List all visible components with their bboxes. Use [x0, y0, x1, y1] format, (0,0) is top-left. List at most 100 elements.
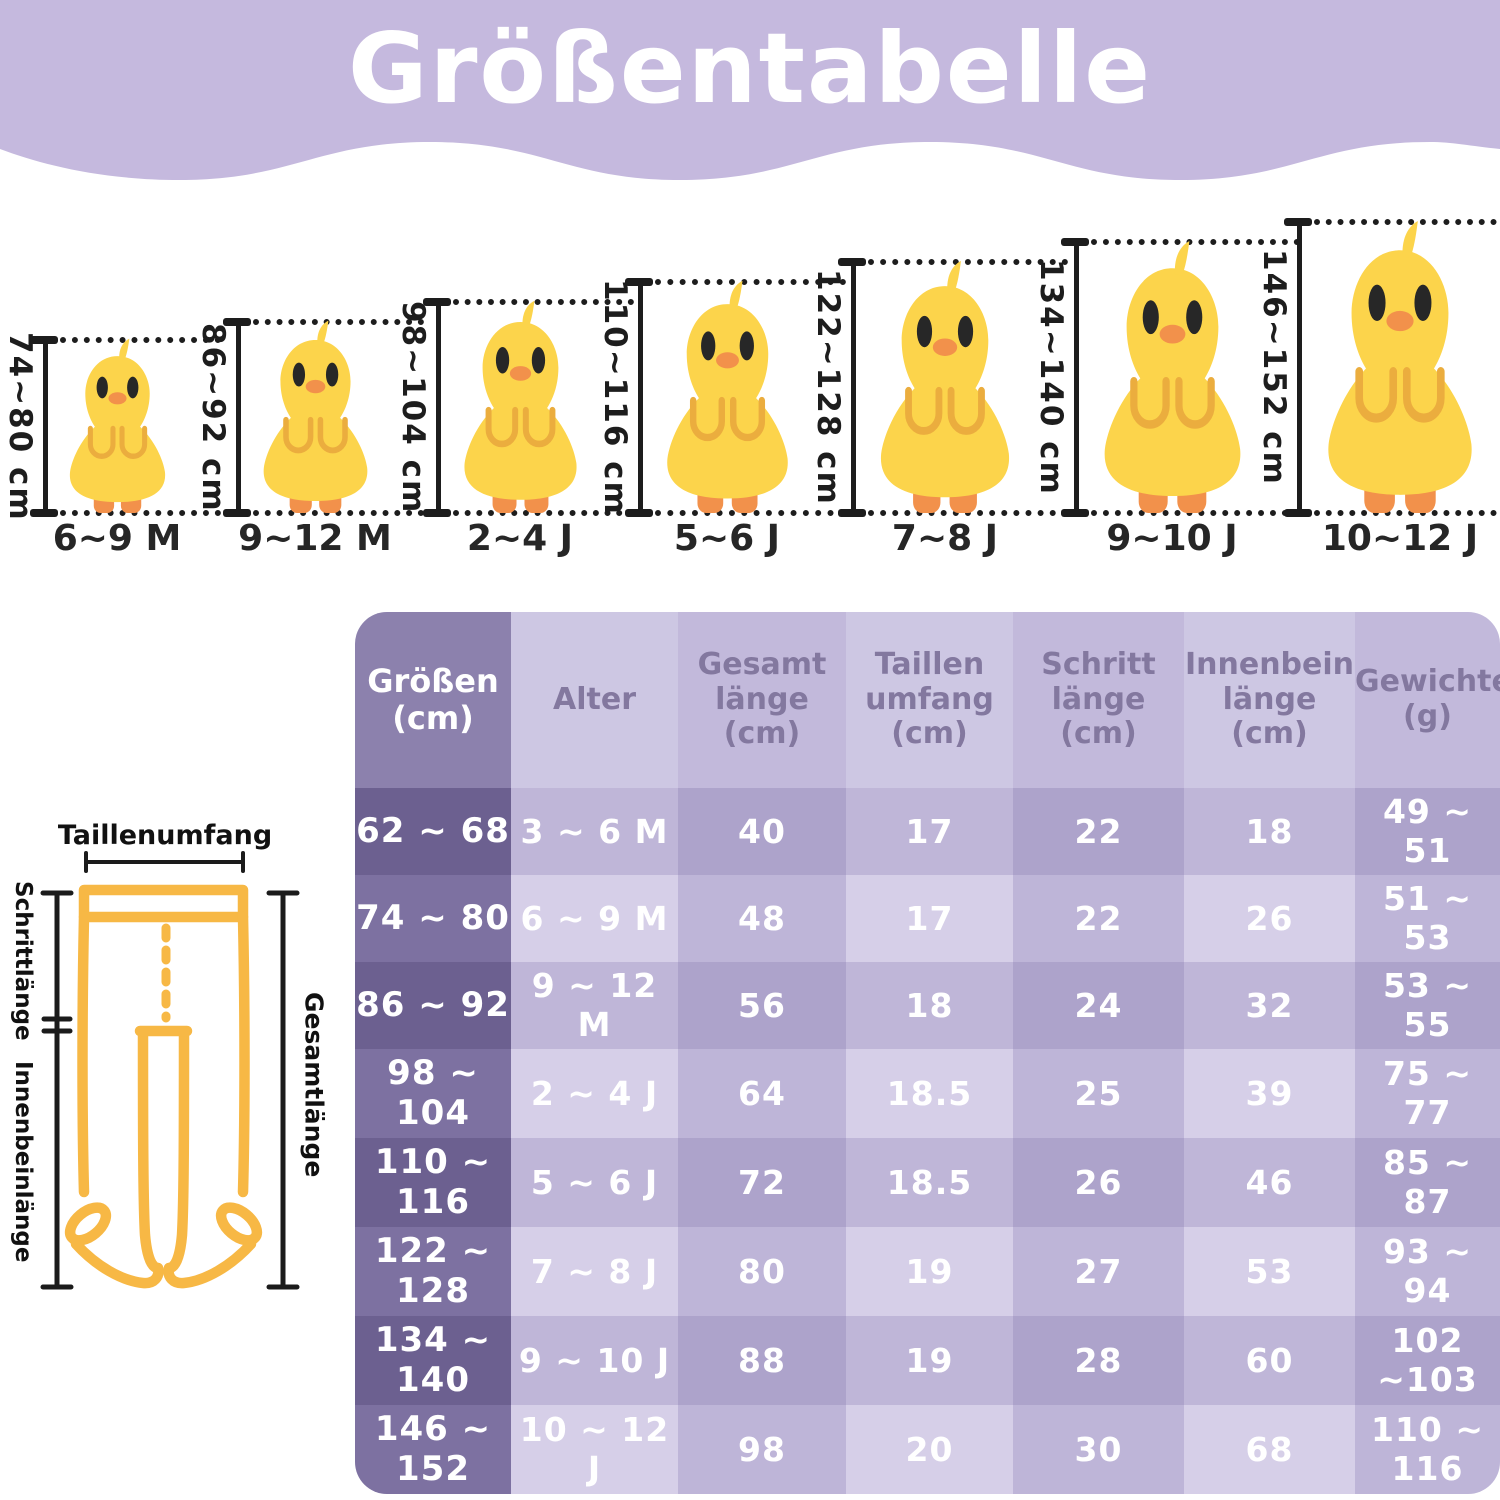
chick-left-wing — [1130, 376, 1170, 429]
table-header-line: Schritt — [1041, 646, 1156, 682]
height-range-label: 98~104 cm — [395, 300, 431, 515]
chick-left-eye — [1368, 284, 1386, 322]
table-cell: 24 — [1013, 961, 1184, 1049]
table-cell: 134 ~ 140 — [355, 1315, 511, 1405]
chick-beak — [1159, 324, 1186, 344]
chick-left-wing — [87, 425, 116, 459]
ruler-top-dotted-line — [868, 259, 1068, 265]
table-row: 98 ~ 104 2 ~ 4 J 64 18.5 25 39 75 ~ 77 — [355, 1048, 1500, 1138]
ruler-top-dotted-line — [1314, 219, 1500, 225]
chick-beak — [932, 338, 958, 356]
table-row: 86 ~ 92 9 ~ 12 M 56 18 24 32 53 ~ 55 — [355, 961, 1500, 1049]
chick-body — [1328, 250, 1472, 495]
ruler-top-dotted-line — [60, 337, 221, 343]
height-guide: 74~80 cm 6~9 M 86~92 cm — [0, 0, 1500, 600]
ruler-top-cap — [30, 336, 58, 344]
table-header-line: (cm) — [1231, 716, 1308, 752]
table-header-cell: Gewichte (g) — [1355, 612, 1500, 788]
ruler-top-dotted-line — [655, 279, 846, 285]
table-cell: 5 ~ 6 J — [511, 1137, 678, 1227]
table-cell: 98 — [678, 1404, 846, 1494]
table-cell: 46 — [1184, 1137, 1355, 1227]
table-header-cell: Gesamt länge (cm) — [678, 612, 846, 788]
table-header-line: Innenbein — [1184, 646, 1355, 682]
chick-head-tuft — [947, 260, 961, 294]
page-title: Größentabelle — [347, 12, 1153, 125]
table-cell: 102 ~103 — [1355, 1315, 1500, 1405]
table-cell: 6 ~ 9 M — [511, 874, 678, 962]
table-cell: 17 — [846, 788, 1013, 875]
chick-icon — [880, 260, 1010, 513]
table-header-line: Größen — [367, 661, 499, 700]
chick-icon — [667, 280, 788, 513]
table-cell: 62 ~ 68 — [355, 788, 511, 875]
height-ruler — [851, 262, 856, 513]
inseam-length-label: Innenbeinlänge — [10, 1061, 36, 1263]
ruler-bottom-dotted-line — [453, 510, 634, 516]
chick-head-tuft — [317, 320, 329, 346]
table-cell: 122 ~ 128 — [355, 1226, 511, 1316]
chick-body — [464, 322, 577, 500]
chick-head-tuft — [119, 338, 130, 361]
table-row: 122 ~ 128 7 ~ 8 J 80 19 27 53 93 ~ 94 — [355, 1226, 1500, 1316]
height-ruler — [43, 340, 48, 513]
height-ruler — [236, 322, 241, 513]
table-cell: 27 — [1013, 1226, 1184, 1316]
size-table: Größen (cm) Alter Gesamt länge (cm) Taillen umf… — [355, 612, 1500, 1494]
chick-icon — [464, 300, 577, 513]
table-header-cell: Innenbein länge (cm) — [1184, 612, 1355, 788]
table-header-line: Gewichte — [1355, 664, 1500, 700]
table-cell: 25 — [1013, 1048, 1184, 1138]
table-cell: 20 — [846, 1404, 1013, 1494]
chick-left-eye — [495, 347, 510, 374]
ruler-bottom-cap — [625, 509, 653, 517]
table-cell: 60 — [1184, 1315, 1355, 1405]
table-header-cell: Schritt länge (cm) — [1013, 612, 1184, 788]
age-label: 5~6 J — [673, 518, 781, 559]
chick-body — [1104, 268, 1241, 497]
size-table-body: 62 ~ 68 3 ~ 6 M 40 17 22 18 49 ~ 51 74 ~ 80 6 ~ … — [355, 788, 1500, 1494]
chick-head-tuft — [1174, 240, 1190, 276]
waist-label: Taillenumfang — [57, 820, 273, 851]
table-header-cell: Größen (cm) — [355, 612, 511, 788]
table-cell: 39 — [1184, 1048, 1355, 1138]
ruler-top-dotted-line — [1091, 239, 1300, 245]
measurement-lines — [40, 851, 300, 1290]
table-cell: 9 ~ 12 M — [511, 961, 678, 1049]
table-cell: 22 — [1013, 874, 1184, 962]
ruler-top-cap — [838, 258, 866, 266]
ruler-top-cap — [1061, 238, 1089, 246]
chick-right-wing — [1175, 376, 1215, 429]
chick-left-eye — [96, 376, 108, 399]
chick-icon — [69, 338, 166, 513]
table-header-line: (cm) — [392, 699, 474, 737]
size-table-header: Größen (cm) Alter Gesamt länge (cm) Taillen umf… — [355, 612, 1500, 788]
ruler-bottom-cap — [423, 509, 451, 517]
table-header-line: Taillen — [874, 646, 985, 682]
table-row: 74 ~ 80 6 ~ 9 M 48 17 22 26 51 ~ 53 — [355, 874, 1500, 962]
table-cell: 88 — [678, 1315, 846, 1405]
table-cell: 72 — [678, 1137, 846, 1227]
table-header-cell: Taillen umfang (cm) — [846, 612, 1013, 788]
chick-left-wing — [485, 406, 519, 448]
table-cell: 26 — [1013, 1137, 1184, 1227]
ruler-bottom-dotted-line — [655, 510, 846, 516]
table-header-line: (cm) — [723, 716, 801, 752]
height-ruler — [1074, 242, 1079, 513]
chick-beak — [1386, 310, 1414, 332]
tights-measurement-diagram — [40, 851, 300, 1290]
table-header-line: länge — [1222, 681, 1317, 717]
table-cell: 110 ~ 116 — [1355, 1404, 1500, 1494]
table-cell: 56 — [678, 961, 846, 1049]
age-label: 7~8 J — [891, 518, 999, 559]
chick-right-eye — [531, 347, 546, 374]
chick-head-tuft — [1402, 221, 1418, 259]
chick-icon — [1104, 240, 1241, 513]
chick-head-tuft — [522, 300, 535, 328]
chick-body — [880, 286, 1010, 498]
table-cell: 18.5 — [846, 1137, 1013, 1227]
size-table-grid: Größen (cm) Alter Gesamt länge (cm) Taillen umf… — [355, 612, 1500, 1494]
height-range-label: 122~128 cm — [810, 269, 846, 506]
table-cell: 22 — [1013, 788, 1184, 875]
table-cell: 32 — [1184, 961, 1355, 1049]
